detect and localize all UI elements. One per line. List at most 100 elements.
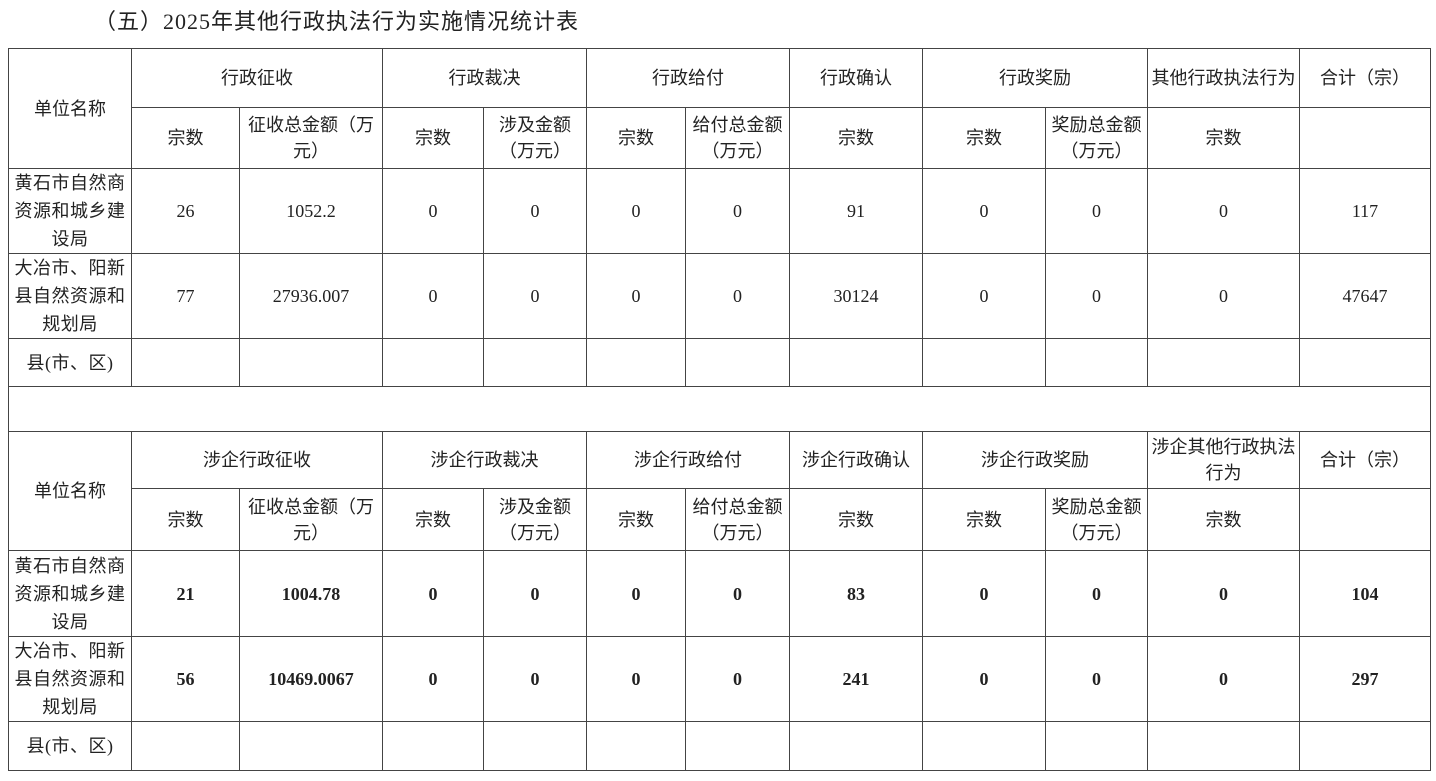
sub-header: 宗数: [131, 107, 240, 169]
sub-header: 涉及金额（万元）: [483, 107, 587, 169]
group-header-row: 单位名称 行政征收 行政裁决 行政给付 行政确认 行政奖励 其他行政执法行为 合计（宗）: [8, 48, 1431, 169]
value-cell: [1045, 338, 1148, 387]
sub-header-row: 宗数 征收总金额（万元） 宗数 涉及金额（万元） 宗数 给付总金额（万元） 宗数 宗数 奖励总金…: [9, 107, 1431, 169]
value-cell: 0: [922, 550, 1046, 637]
group-header: 行政确认: [789, 48, 923, 108]
group-header: 涉企行政裁决: [382, 431, 587, 489]
value-cell: [1045, 721, 1148, 771]
value-cell: 0: [1045, 636, 1148, 722]
unit-name-header: 单位名称: [8, 48, 132, 169]
value-cell: 21: [131, 550, 240, 637]
sub-header: 奖励总金额（万元）: [1045, 107, 1148, 169]
value-cell: 0: [586, 168, 686, 254]
value-cell: [1147, 721, 1300, 771]
sub-header: 宗数: [1147, 488, 1300, 551]
unit-name: 大冶市、阳新县自然资源和规划局: [8, 636, 132, 722]
value-cell: 91: [789, 168, 923, 254]
spacer-row: [8, 386, 1431, 432]
value-cell: 0: [1147, 550, 1300, 637]
value-cell: 56: [131, 636, 240, 722]
value-cell: 0: [586, 253, 686, 339]
spacer-cell: [8, 386, 1431, 432]
sub-header: 宗数: [789, 488, 923, 551]
value-cell: [131, 338, 240, 387]
value-cell: [685, 338, 790, 387]
sub-header: 宗数: [586, 488, 686, 551]
sub-header: 宗数: [1147, 107, 1300, 169]
table-row: 黄石市自然商资源和城乡建设局 21 1004.78 0 0 0 0 83 0 0 0 104: [8, 550, 1431, 637]
value-cell: [382, 721, 484, 771]
value-cell: 77: [131, 253, 240, 339]
value-cell: [483, 338, 587, 387]
sub-header: 宗数: [382, 107, 484, 169]
sub-header: 宗数: [131, 488, 240, 551]
unit-name: 大冶市、阳新县自然资源和规划局: [8, 253, 132, 339]
value-cell: 0: [1147, 253, 1300, 339]
statistics-table: 单位名称 行政征收 行政裁决 行政给付 行政确认 行政奖励 其他行政执法行为 合计（宗） 宗数征…: [8, 48, 1431, 771]
value-cell: 0: [483, 253, 587, 339]
value-cell: 1004.78: [239, 550, 383, 637]
sub-header: 宗数: [922, 488, 1046, 551]
value-cell: [1147, 338, 1300, 387]
value-cell: 26: [131, 168, 240, 254]
value-cell: [483, 721, 587, 771]
sub-header: 奖励总金额（万元）: [1045, 488, 1148, 551]
table-row: 黄石市自然商资源和城乡建设局 26 1052.2 0 0 0 0 91 0 0 0 117: [8, 168, 1431, 254]
value-cell: 104: [1299, 550, 1431, 637]
value-cell: 0: [685, 636, 790, 722]
value-cell: 0: [483, 636, 587, 722]
value-cell: 0: [922, 636, 1046, 722]
value-cell: [131, 721, 240, 771]
value-cell: 0: [685, 168, 790, 254]
value-cell: 241: [789, 636, 923, 722]
value-cell: 47647: [1299, 253, 1431, 339]
sub-header: 给付总金额（万元）: [685, 107, 790, 169]
value-cell: [685, 721, 790, 771]
value-cell: [1299, 338, 1431, 387]
value-cell: [239, 338, 383, 387]
value-cell: 117: [1299, 168, 1431, 254]
value-cell: [1299, 721, 1431, 771]
group-header: 行政裁决: [382, 48, 587, 108]
group-header: 行政给付: [586, 48, 790, 108]
group-header-row: 单位名称 涉企行政征收 涉企行政裁决 涉企行政给付 涉企行政确认 涉企行政奖励 涉企其他行政…: [8, 431, 1431, 551]
value-cell: 83: [789, 550, 923, 637]
group-header: 合计（宗）: [1299, 48, 1431, 108]
unit-name: 黄石市自然商资源和城乡建设局: [8, 168, 132, 254]
value-cell: 0: [1147, 636, 1300, 722]
value-cell: 0: [483, 550, 587, 637]
value-cell: [789, 721, 923, 771]
sub-header: 宗数: [586, 107, 686, 169]
value-cell: 0: [382, 550, 484, 637]
value-cell: [382, 338, 484, 387]
value-cell: 0: [382, 253, 484, 339]
group-header: 行政征收: [131, 48, 383, 108]
group-header: 其他行政执法行为: [1147, 48, 1300, 108]
sub-header: [1299, 107, 1431, 169]
value-cell: 297: [1299, 636, 1431, 722]
sub-header-row: 宗数 征收总金额（万元） 宗数 涉及金额（万元） 宗数 给付总金额（万元） 宗数 宗数 奖励总金…: [9, 488, 1431, 551]
group-header: 涉企行政给付: [586, 431, 790, 489]
sub-header: 宗数: [382, 488, 484, 551]
group-header: 涉企行政征收: [131, 431, 383, 489]
value-cell: [586, 721, 686, 771]
table-row: 大冶市、阳新县自然资源和规划局 77 27936.007 0 0 0 0 30124 0 0 0 47…: [8, 253, 1431, 339]
value-cell: [239, 721, 383, 771]
value-cell: 0: [586, 550, 686, 637]
value-cell: [789, 338, 923, 387]
value-cell: 0: [1147, 168, 1300, 254]
value-cell: [586, 338, 686, 387]
unit-name-header: 单位名称: [8, 431, 132, 551]
value-cell: 0: [382, 636, 484, 722]
sub-header: 宗数: [789, 107, 923, 169]
group-header: 合计（宗）: [1299, 431, 1431, 489]
sub-header: [1299, 488, 1431, 551]
value-cell: [922, 721, 1046, 771]
unit-name: 县(市、区): [8, 721, 132, 771]
value-cell: 0: [483, 168, 587, 254]
table-row: 大冶市、阳新县自然资源和规划局 56 10469.0067 0 0 0 0 241 0 0 0 297: [8, 636, 1431, 722]
unit-name: 县(市、区): [8, 338, 132, 387]
value-cell: 30124: [789, 253, 923, 339]
value-cell: 0: [1045, 253, 1148, 339]
sub-header: 涉及金额（万元）: [483, 488, 587, 551]
